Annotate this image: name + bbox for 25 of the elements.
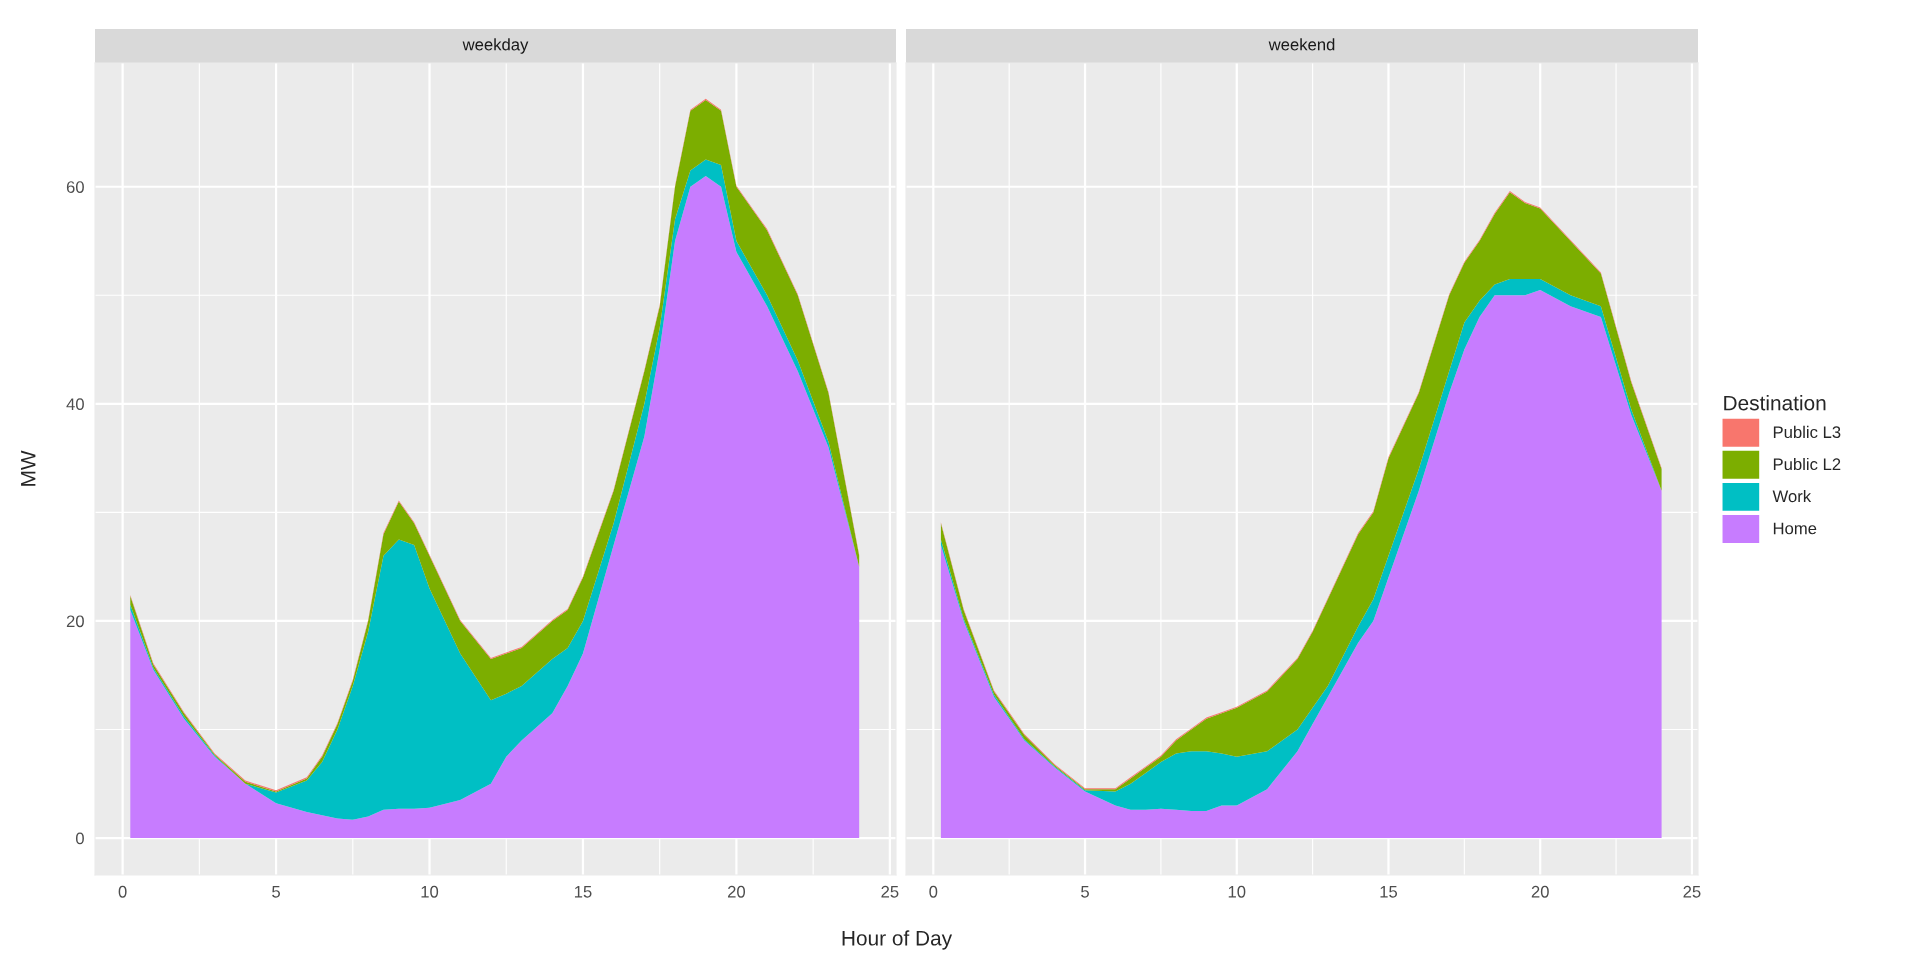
x-tick-label: 15 (1380, 886, 1398, 898)
x-tick-label: 5 (1081, 886, 1089, 898)
legend-label: Home (1773, 522, 1817, 535)
legend-label: Public L2 (1773, 457, 1841, 471)
x-tick-label: 5 (272, 886, 281, 898)
legend-label: Public L3 (1773, 425, 1841, 439)
x-tick-label: 25 (1683, 885, 1701, 898)
x-tick-label: 20 (1531, 885, 1549, 898)
y-tick-label: 60 (66, 181, 84, 193)
x-axis-title: Hour of Day (842, 930, 953, 950)
x-tick-label: 10 (1228, 885, 1246, 898)
y-axis-title: MW (21, 450, 36, 486)
x-tick-label: 20 (727, 885, 746, 898)
x-tick-label: 15 (574, 886, 592, 898)
y-tick-label: 40 (66, 398, 84, 411)
chart-title: weekday (462, 38, 529, 54)
legend-label: Work (1772, 489, 1812, 503)
chart-title: weekend (1268, 38, 1335, 51)
y-tick-label: 0 (75, 832, 84, 845)
x-tick-label: 0 (929, 885, 938, 898)
x-tick-label: 0 (118, 885, 127, 898)
x-tick-label: 10 (421, 885, 439, 898)
x-tick-label: 25 (881, 885, 899, 898)
y-tick-label: 20 (66, 615, 84, 628)
legend-title: Destination (1724, 395, 1826, 411)
